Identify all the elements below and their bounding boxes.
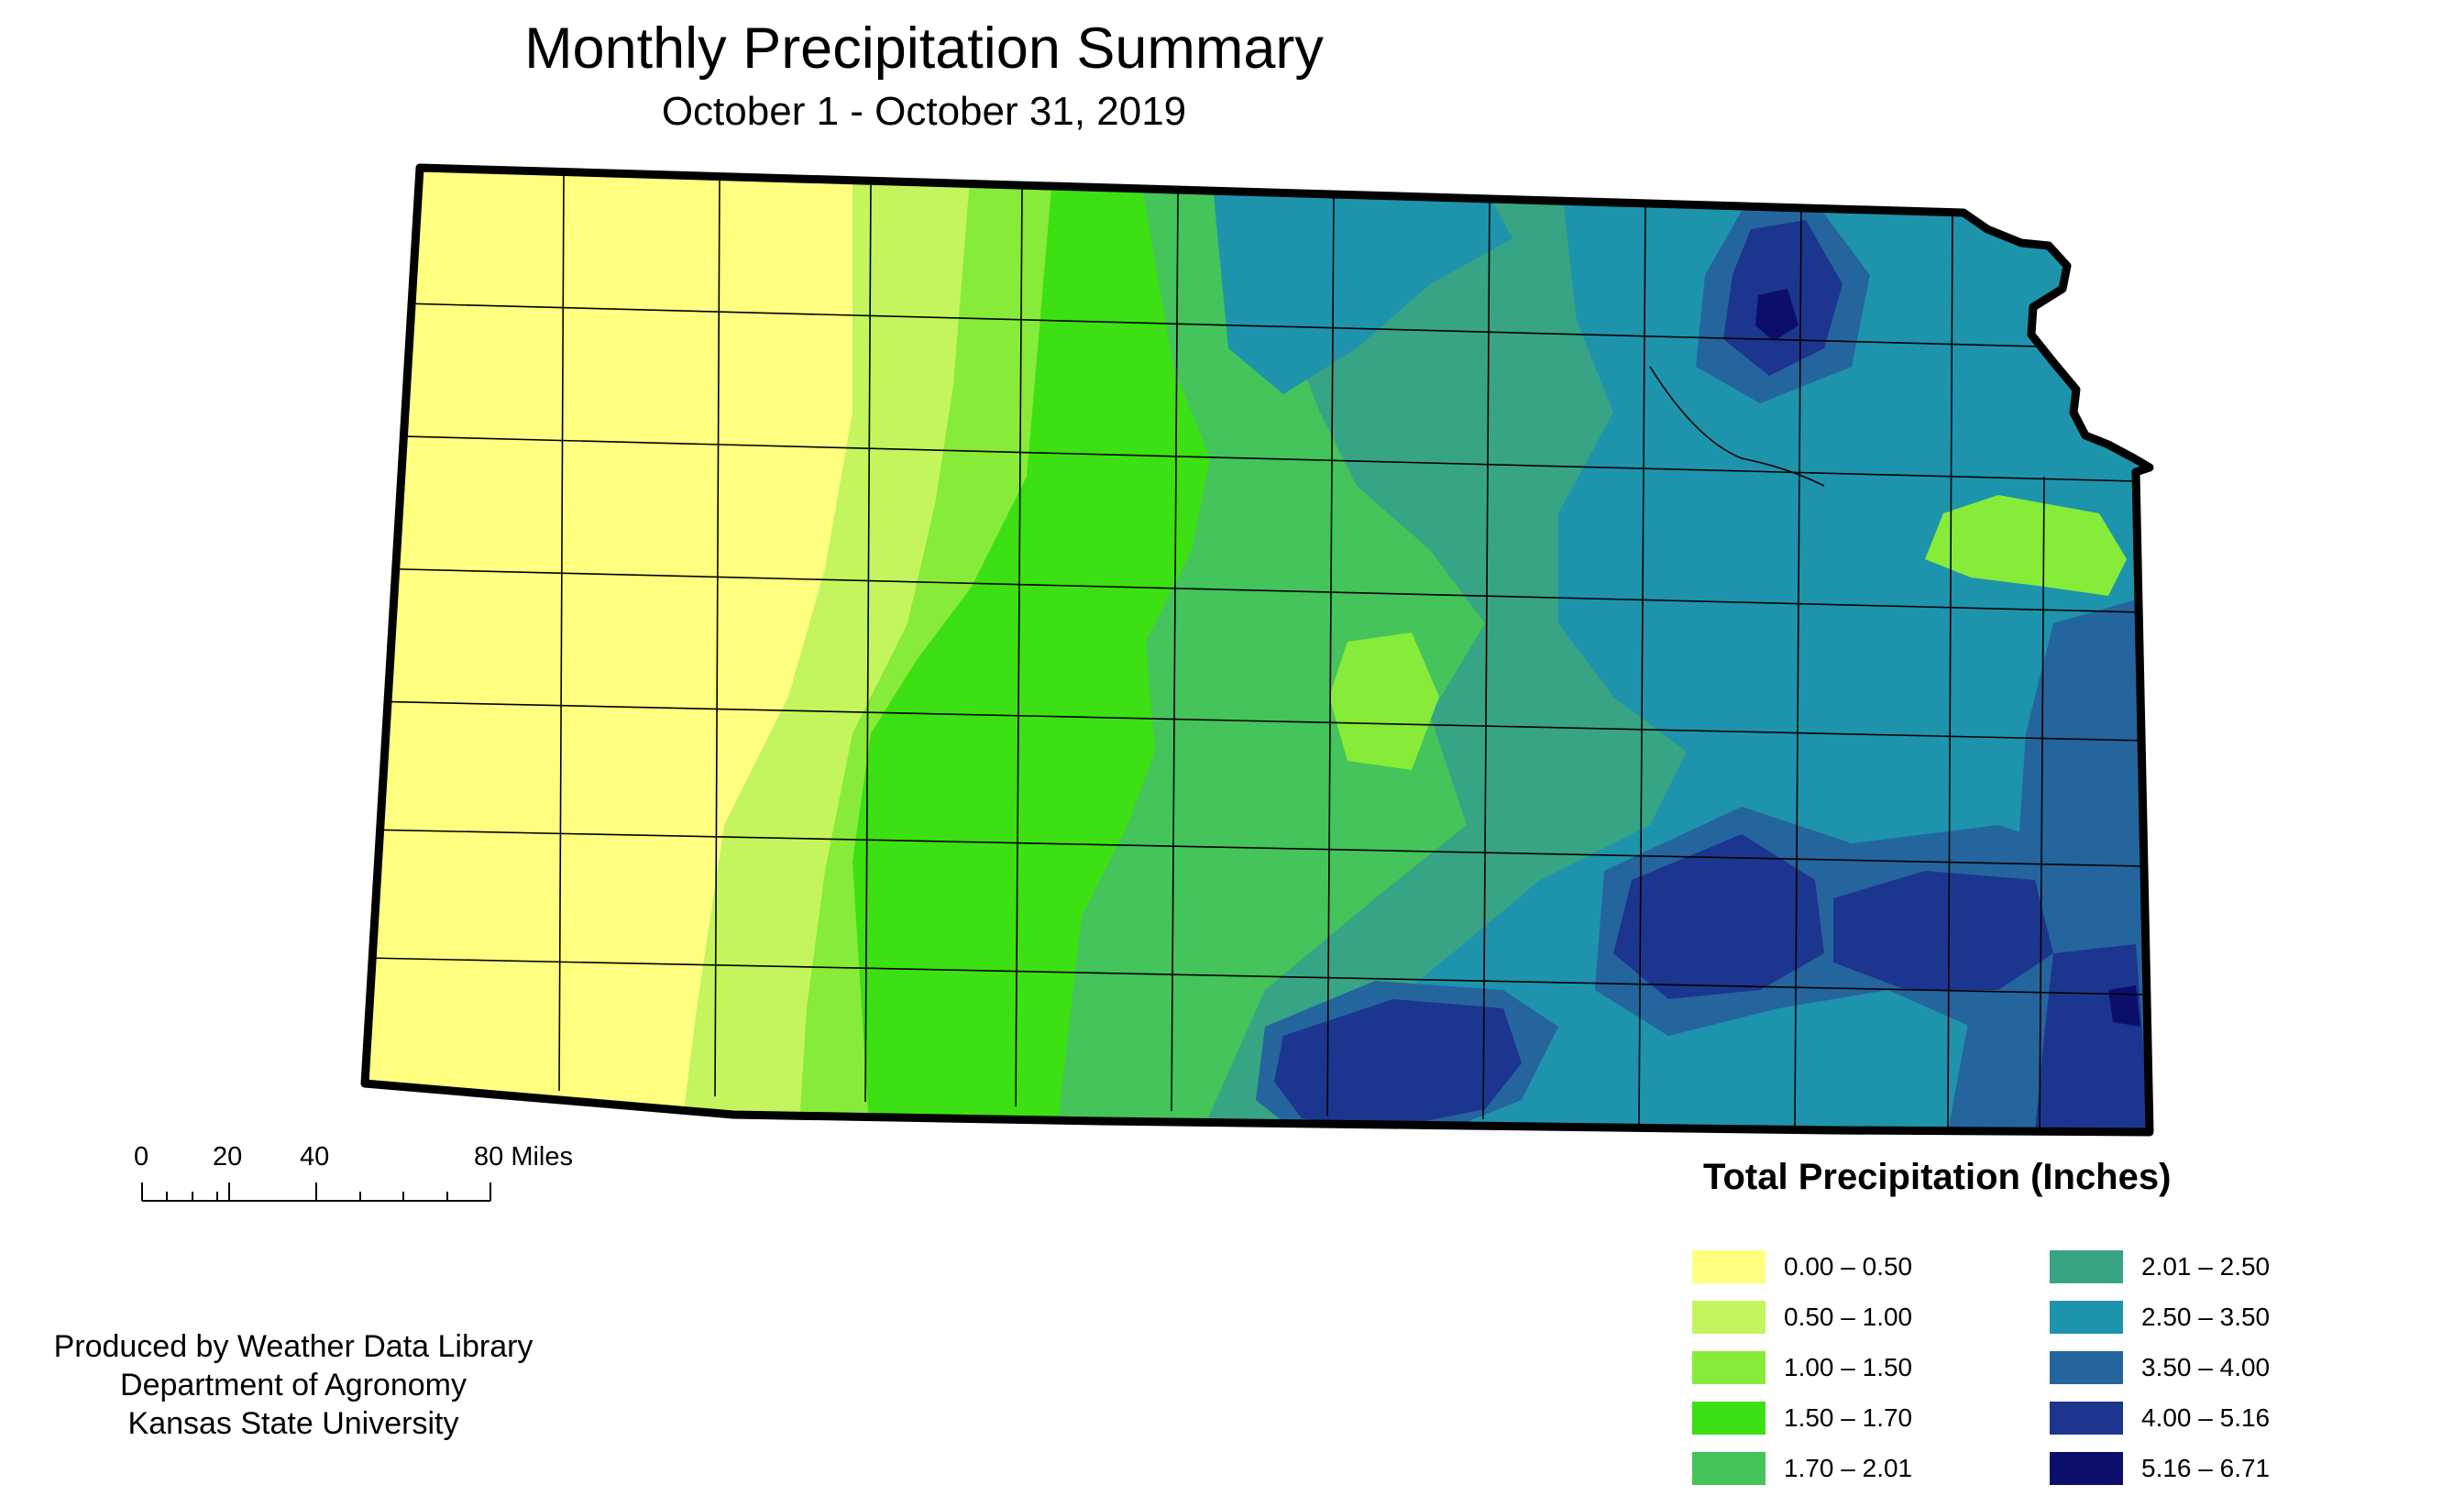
county-line bbox=[366, 302, 2109, 349]
zone-4.0-5.16-corner bbox=[2035, 944, 2150, 1132]
scale-label-20: 20 bbox=[213, 1142, 243, 1172]
scale-bar bbox=[141, 1182, 491, 1202]
legend-label: 2.01 – 2.50 bbox=[2141, 1252, 2271, 1281]
legend-label: 1.50 – 1.70 bbox=[1784, 1403, 1913, 1432]
county-line bbox=[366, 567, 2146, 613]
zone-5.16-6.71-north bbox=[1755, 289, 1798, 341]
county-line bbox=[1794, 207, 1802, 1128]
legend-swatch bbox=[2050, 1301, 2123, 1334]
county-line bbox=[1326, 194, 1335, 1116]
legend-label: 5.16 – 6.71 bbox=[2141, 1454, 2271, 1482]
legend-swatch bbox=[2050, 1351, 2123, 1384]
scale-label-0: 0 bbox=[134, 1142, 149, 1172]
legend-swatch bbox=[1692, 1301, 1766, 1334]
scale-label-80: 80 Miles bbox=[474, 1142, 573, 1172]
county-line bbox=[366, 957, 2146, 996]
zone-4.0-5.16-southcentral bbox=[1613, 834, 1824, 999]
credit-line-3: Kansas State University bbox=[127, 1406, 459, 1441]
county-line bbox=[558, 171, 565, 1092]
credit-line-2: Department of Agronomy bbox=[120, 1368, 467, 1402]
county-lines bbox=[366, 171, 2146, 1132]
map-subtitle: October 1 - October 31, 2019 bbox=[661, 89, 1187, 134]
precipitation-zones bbox=[365, 168, 2150, 1132]
legend-swatch bbox=[1692, 1402, 1766, 1435]
legend-swatch bbox=[1692, 1250, 1766, 1283]
state-boundary bbox=[360, 163, 2154, 1137]
zone-1.0-1.5-center-ridge bbox=[1329, 632, 1439, 770]
legend-label: 2.50 – 3.50 bbox=[2141, 1303, 2271, 1331]
legend-label: 1.00 – 1.50 bbox=[1784, 1353, 1913, 1381]
county-line bbox=[1015, 185, 1023, 1107]
legend-label: 0.00 – 0.50 bbox=[1784, 1252, 1913, 1281]
zone-2.5-3.5-nw bbox=[1210, 168, 1512, 394]
zone-4.0-5.16-southeast bbox=[1833, 871, 2053, 990]
legend-swatch bbox=[2050, 1402, 2123, 1435]
legend-swatch bbox=[2050, 1452, 2123, 1485]
legend-label: 4.00 – 5.16 bbox=[2141, 1403, 2271, 1432]
county-line bbox=[1171, 190, 1179, 1112]
county-line bbox=[2039, 476, 2045, 1132]
county-line bbox=[1638, 203, 1646, 1125]
credit-line-1: Produced by Weather Data Library bbox=[53, 1329, 534, 1364]
county-line bbox=[366, 434, 2137, 482]
county-line bbox=[714, 176, 720, 1097]
zone-1.0-1.5-east-ridge bbox=[1925, 495, 2127, 596]
county-line bbox=[366, 700, 2146, 742]
legend-label: 1.70 – 2.01 bbox=[1784, 1454, 1913, 1482]
legend-swatch bbox=[1692, 1452, 1766, 1485]
legend-label: 0.50 – 1.00 bbox=[1784, 1303, 1913, 1331]
legend-title: Total Precipitation (Inches) bbox=[1703, 1157, 2172, 1197]
zone-4.0-5.16-south bbox=[1274, 999, 1522, 1128]
legend-label: 3.50 – 4.00 bbox=[2141, 1353, 2271, 1381]
county-line bbox=[1482, 199, 1490, 1120]
legend-swatch bbox=[2050, 1250, 2123, 1283]
map-title: Monthly Precipitation Summary bbox=[524, 16, 1324, 81]
county-line bbox=[864, 181, 872, 1103]
county-line bbox=[1947, 212, 1953, 1131]
river-line bbox=[1649, 366, 1825, 487]
county-line bbox=[366, 829, 2146, 867]
zone-5.16-6.71-se bbox=[2108, 985, 2140, 1027]
scale-label-40: 40 bbox=[300, 1142, 330, 1172]
legend-swatch bbox=[1692, 1351, 1766, 1384]
